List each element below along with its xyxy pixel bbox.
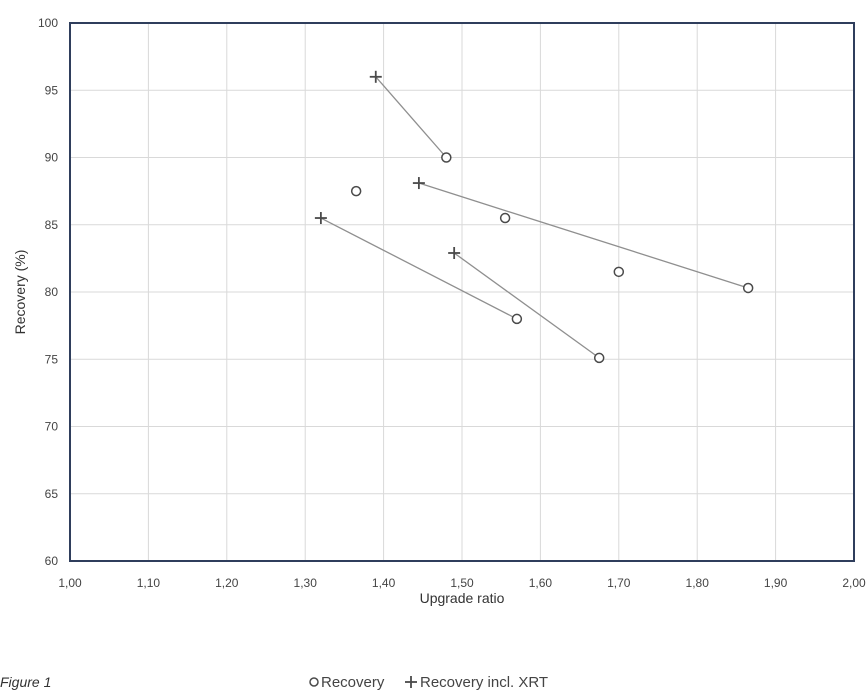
connector-line — [320, 217, 518, 320]
plus-point — [412, 177, 425, 190]
plus-point — [369, 70, 382, 83]
legend-item-recovery-xrt: Recovery incl. XRT — [405, 674, 548, 691]
x-tick-label: 1,50 — [450, 576, 474, 590]
circle-point — [742, 282, 754, 294]
legend-label-recovery-xrt: Recovery incl. XRT — [420, 674, 548, 691]
x-tick-label: 1,80 — [686, 576, 710, 590]
circle-point — [511, 313, 523, 325]
y-tick-label: 100 — [38, 16, 58, 30]
x-axis-ticks: 1,00 1,10 1,20 1,30 1,40 1,50 1,60 1,70 1,80 1,90… — [58, 576, 866, 590]
data-markers — [314, 70, 754, 364]
circle-point — [441, 152, 452, 163]
x-tick-label: 1,30 — [294, 576, 318, 590]
y-tick-label: 80 — [45, 285, 59, 299]
y-tick-label: 85 — [45, 218, 59, 232]
y-tick-label: 90 — [45, 151, 59, 165]
x-tick-label: 1,70 — [607, 576, 631, 590]
connector-line — [375, 76, 447, 158]
circle-point — [499, 212, 511, 224]
circle-point — [593, 352, 605, 364]
legend: Recovery Recovery incl. XRT — [309, 674, 548, 691]
y-axis-title: Recovery (%) — [12, 250, 28, 335]
y-axis-ticks: 60 65 70 75 80 85 90 95 100 — [38, 16, 58, 568]
plus-point — [314, 212, 327, 225]
legend-item-recovery: Recovery — [309, 674, 385, 691]
x-tick-label: 1,40 — [372, 576, 396, 590]
connector-line — [418, 182, 749, 289]
y-tick-label: 70 — [45, 420, 59, 434]
y-tick-label: 75 — [45, 352, 59, 366]
legend-circle-marker — [309, 677, 319, 687]
x-tick-label: 2,00 — [842, 576, 866, 590]
connector-line — [453, 252, 600, 359]
x-tick-label: 1,10 — [137, 576, 161, 590]
x-tick-label: 1,20 — [215, 576, 239, 590]
grid — [70, 23, 854, 561]
legend-plus-marker — [405, 676, 417, 688]
legend-label-recovery: Recovery — [321, 674, 385, 691]
y-tick-label: 95 — [45, 83, 59, 97]
circle-point — [350, 185, 362, 197]
figure-caption: Figure 1 — [0, 674, 51, 690]
x-tick-label: 1,00 — [58, 576, 82, 590]
plot-frame — [69, 22, 855, 562]
y-tick-label: 60 — [45, 554, 59, 568]
x-tick-label: 1,60 — [529, 576, 553, 590]
plus-point — [448, 246, 461, 259]
y-tick-label: 65 — [45, 487, 59, 501]
circle-point — [613, 266, 625, 278]
x-axis-title: Upgrade ratio — [420, 590, 505, 606]
connector-lines — [320, 76, 749, 359]
x-tick-label: 1,90 — [764, 576, 788, 590]
